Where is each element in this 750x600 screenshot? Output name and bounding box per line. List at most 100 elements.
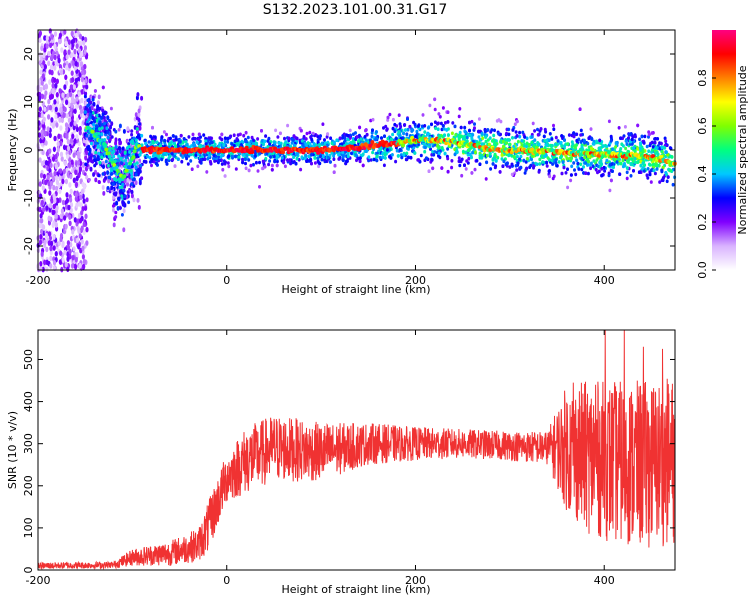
spectrogram-point xyxy=(157,155,161,159)
spectrogram-point xyxy=(651,145,655,149)
spectrogram-point xyxy=(511,136,514,140)
spectrogram-point xyxy=(77,228,81,234)
spectrogram-point xyxy=(92,101,96,107)
spectrogram-point xyxy=(388,112,392,117)
spectrogram-point xyxy=(235,137,239,141)
spectrogram-point xyxy=(252,162,255,167)
spectrogram-point xyxy=(151,125,154,130)
spectrogram-point xyxy=(223,139,227,144)
spectrogram-point xyxy=(545,143,549,147)
spectrogram-point xyxy=(101,147,105,152)
spectrogram-point xyxy=(521,130,525,135)
spectrogram-point xyxy=(81,245,85,252)
spectrogram-point xyxy=(290,141,294,145)
spectrogram-point xyxy=(83,110,87,114)
spectrogram-point xyxy=(66,171,70,178)
spectrogram-point xyxy=(247,143,251,147)
spectrogram-point xyxy=(66,256,70,262)
spectrogram-point xyxy=(100,132,104,136)
spectrogram-point xyxy=(330,141,334,145)
spectrogram-point xyxy=(430,158,434,162)
spectrogram-point xyxy=(74,60,78,67)
spectrogram-point xyxy=(52,234,56,240)
spectrogram-point xyxy=(485,153,489,158)
spectrogram-point xyxy=(384,124,388,129)
spectrogram-point xyxy=(289,161,293,166)
spectrogram-point xyxy=(591,164,595,168)
spectrogram-point xyxy=(233,154,237,159)
spectrogram-point xyxy=(520,143,524,147)
spectrogram-point xyxy=(499,119,503,124)
spectrogram-point xyxy=(589,166,593,171)
spectrogram-point xyxy=(311,131,315,136)
spectrogram-point xyxy=(46,174,50,181)
spectrogram-point xyxy=(98,106,102,111)
spectrogram-point xyxy=(90,141,93,146)
spectrogram-point xyxy=(258,152,261,156)
spectrogram-point xyxy=(599,162,603,167)
spectrogram-point xyxy=(43,239,47,246)
spectrogram-point xyxy=(589,161,593,166)
spectrogram-point xyxy=(70,52,74,58)
spectrogram-point xyxy=(63,160,67,166)
spectrogram-point xyxy=(471,133,475,137)
spectrogram-point xyxy=(500,157,504,161)
spectrogram-point xyxy=(263,139,267,144)
spectrogram-point xyxy=(645,144,649,149)
spectrogram-point xyxy=(223,136,227,140)
spectrogram-point xyxy=(140,176,144,180)
spectrogram-point xyxy=(106,186,110,190)
spectrogram-point xyxy=(114,210,118,215)
spectrogram-point xyxy=(477,135,481,139)
spectrogram-point xyxy=(346,154,350,159)
spectrogram-point xyxy=(82,263,86,270)
spectrogram-point xyxy=(505,141,508,145)
spectrogram-point xyxy=(295,152,299,156)
spectrogram-point xyxy=(440,166,444,170)
spectrogram-point xyxy=(383,152,387,157)
spectrogram-point xyxy=(299,128,303,133)
spectrogram-point xyxy=(117,128,121,132)
spectrogram-point xyxy=(46,126,50,132)
spectrogram-point xyxy=(438,134,441,138)
spectrogram-point xyxy=(441,124,445,128)
spectrogram-point xyxy=(625,166,629,170)
spectrogram-point xyxy=(174,144,178,148)
spectrogram-point xyxy=(52,192,56,199)
spectrogram-point xyxy=(86,98,90,103)
spectrogram-point xyxy=(661,176,665,180)
spectrogram-point xyxy=(212,153,216,158)
spectrogram-point xyxy=(41,185,45,191)
spectrogram-point xyxy=(134,180,138,186)
spectrogram-point xyxy=(565,156,569,161)
spectrogram-point xyxy=(566,167,569,171)
spectrogram-point xyxy=(72,246,76,252)
spectrogram-point xyxy=(123,150,127,155)
spectrogram-point xyxy=(294,161,298,166)
spectrogram-point xyxy=(227,154,231,158)
spectrogram-point xyxy=(67,117,71,124)
spectrogram-point xyxy=(138,168,142,173)
spectrogram-point xyxy=(42,60,46,66)
spectrogram-point xyxy=(70,70,74,76)
spectrogram-point xyxy=(77,243,81,250)
spectrogram-point xyxy=(144,141,148,146)
spectrogram-point xyxy=(118,138,121,142)
spectrogram-point xyxy=(97,94,101,100)
spectrogram-point xyxy=(253,154,257,158)
spectrogram-point xyxy=(56,197,60,204)
spectrogram-point xyxy=(556,139,560,143)
spectrogram-point xyxy=(560,143,564,148)
spectrogram-point xyxy=(74,196,78,202)
spectrogram-point xyxy=(170,140,174,144)
spectrogram-point xyxy=(52,259,57,266)
spectrogram-point xyxy=(69,121,73,127)
spectrogram-point xyxy=(38,132,42,138)
spectrogram-point xyxy=(306,141,310,145)
spectrogram-point xyxy=(508,165,512,169)
spectrogram-point xyxy=(615,160,619,164)
spectrogram-point xyxy=(426,132,430,137)
spectrogram-point xyxy=(261,159,265,164)
spectrogram-point xyxy=(38,206,42,213)
spectrogram-point xyxy=(575,138,579,143)
